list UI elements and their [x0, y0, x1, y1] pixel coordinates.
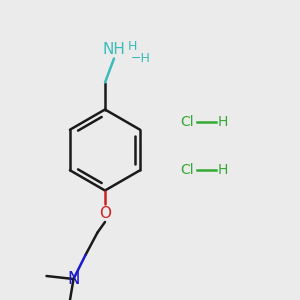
Text: −H: −H [130, 52, 150, 65]
Text: NH: NH [103, 42, 125, 57]
Text: N: N [67, 270, 80, 288]
Text: H: H [217, 163, 228, 176]
Text: H: H [128, 40, 137, 53]
Text: Cl: Cl [180, 163, 194, 176]
Text: Cl: Cl [180, 115, 194, 128]
Text: O: O [99, 206, 111, 220]
Text: H: H [217, 115, 228, 128]
